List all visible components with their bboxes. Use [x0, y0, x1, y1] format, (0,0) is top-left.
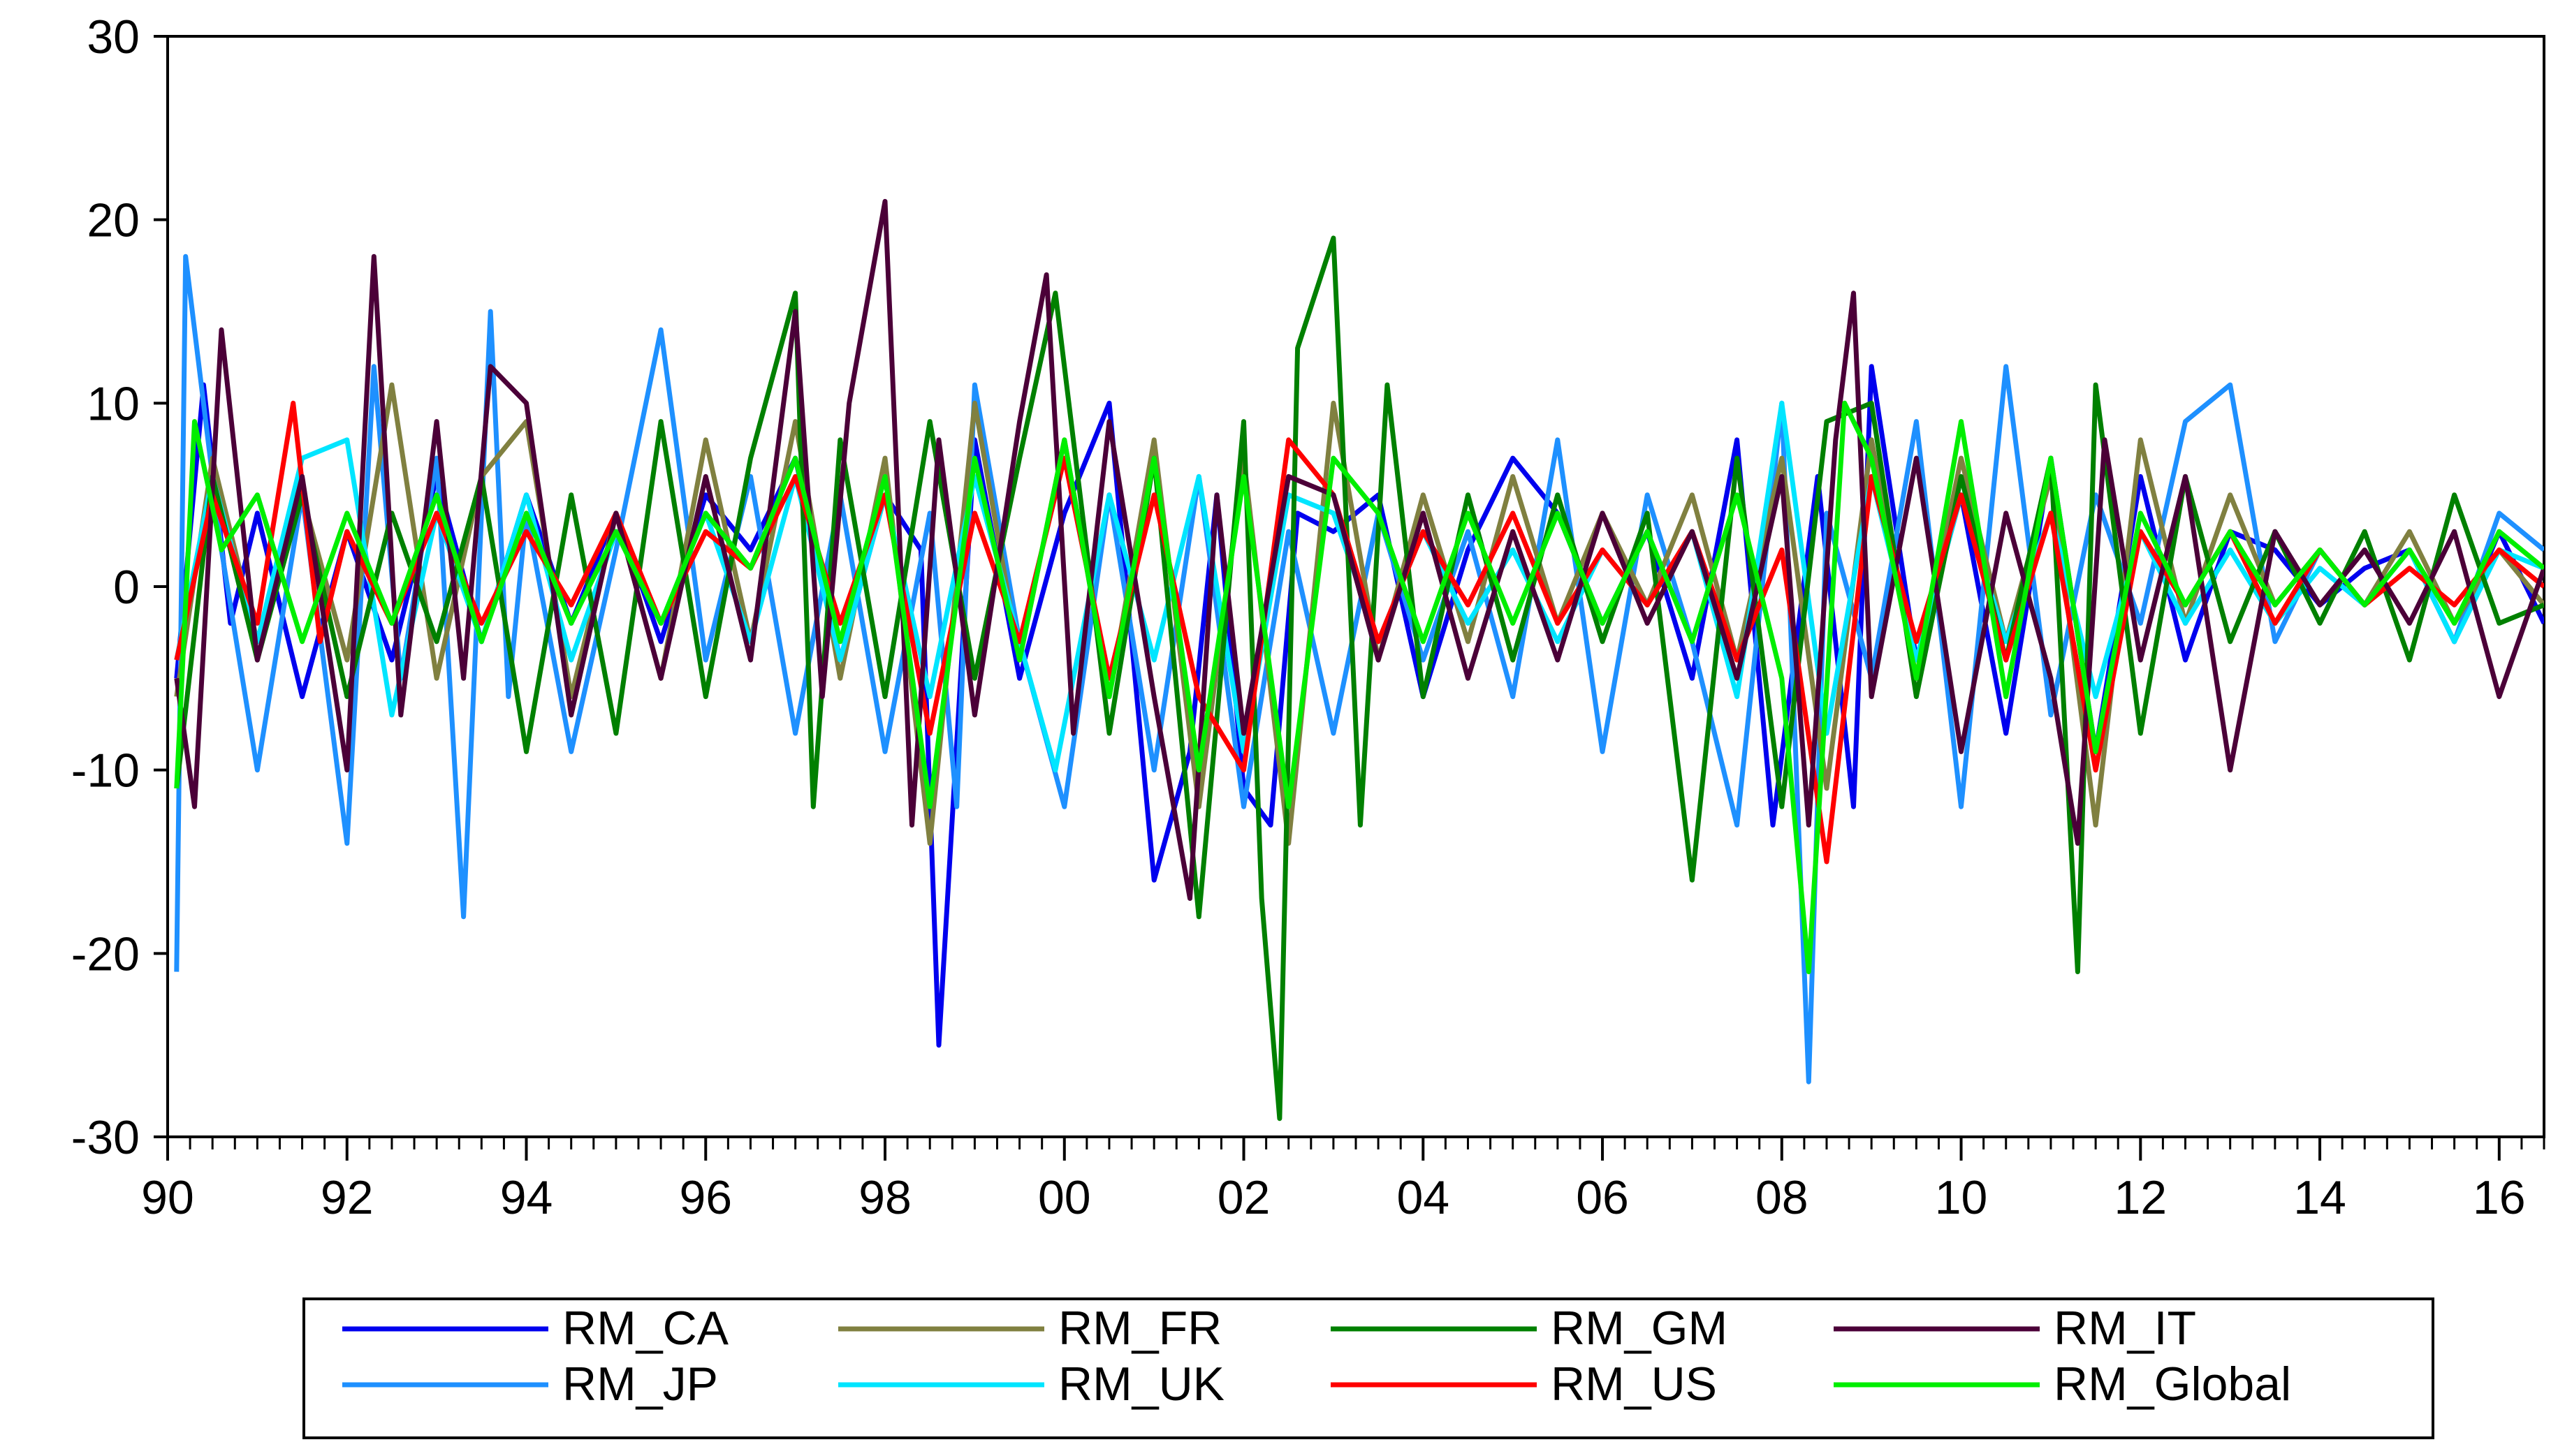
legend-label: RM_FR [1058, 1302, 1222, 1355]
legend-label: RM_GM [1551, 1302, 1727, 1355]
x-axis: 90 92 94 96 98 00 02 04 06 08 10 12 14 16 [141, 1137, 2545, 1224]
y-tick-label: 10 [87, 377, 140, 430]
legend-box [302, 1297, 2434, 1439]
x-tick-label: 14 [2293, 1171, 2346, 1224]
x-tick-label: 98 [858, 1171, 912, 1224]
legend: RM_CA RM_FR RM_GM RM_IT RM_JP RM_UK RM_US RM_Gl… [302, 1297, 2434, 1439]
x-tick-label: 00 [1038, 1171, 1091, 1224]
series-line-rm-it [174, 198, 2544, 901]
legend-label: RM_JP [562, 1358, 718, 1411]
x-tick-label: 08 [1755, 1171, 1808, 1224]
y-tick-label: -10 [71, 744, 140, 797]
legend-label: RM_US [1551, 1358, 1717, 1411]
x-tick-label: 16 [2473, 1171, 2526, 1224]
legend-label: RM_UK [1058, 1358, 1225, 1411]
y-tick-label: -20 [71, 927, 140, 980]
series-line-rm-jp [174, 253, 2544, 1084]
y-tick-label: 30 [87, 10, 140, 64]
x-tick-label: 10 [1935, 1171, 1988, 1224]
x-tick-label: 90 [141, 1171, 194, 1224]
legend-label: RM_Global [2054, 1358, 2291, 1411]
x-tick-label: 94 [500, 1171, 553, 1224]
x-tick-label: 04 [1396, 1171, 1449, 1224]
y-axis: 30 20 10 0 -10 -20 -30 [71, 10, 168, 1164]
series-line-rm-global [174, 400, 2544, 975]
y-tick-label: 20 [87, 194, 140, 247]
y-tick-label: 0 [113, 561, 140, 614]
x-tick-label: 02 [1218, 1171, 1271, 1224]
x-tick-label: 92 [321, 1171, 374, 1224]
x-tick-label: 12 [2114, 1171, 2167, 1224]
x-tick-label: 06 [1576, 1171, 1629, 1224]
x-tick-label: 96 [679, 1171, 732, 1224]
legend-label: RM_IT [2054, 1302, 2196, 1355]
y-tick-label: -30 [71, 1111, 140, 1164]
legend-label: RM_CA [562, 1302, 729, 1355]
series-line-rm-gm [174, 235, 2544, 1122]
